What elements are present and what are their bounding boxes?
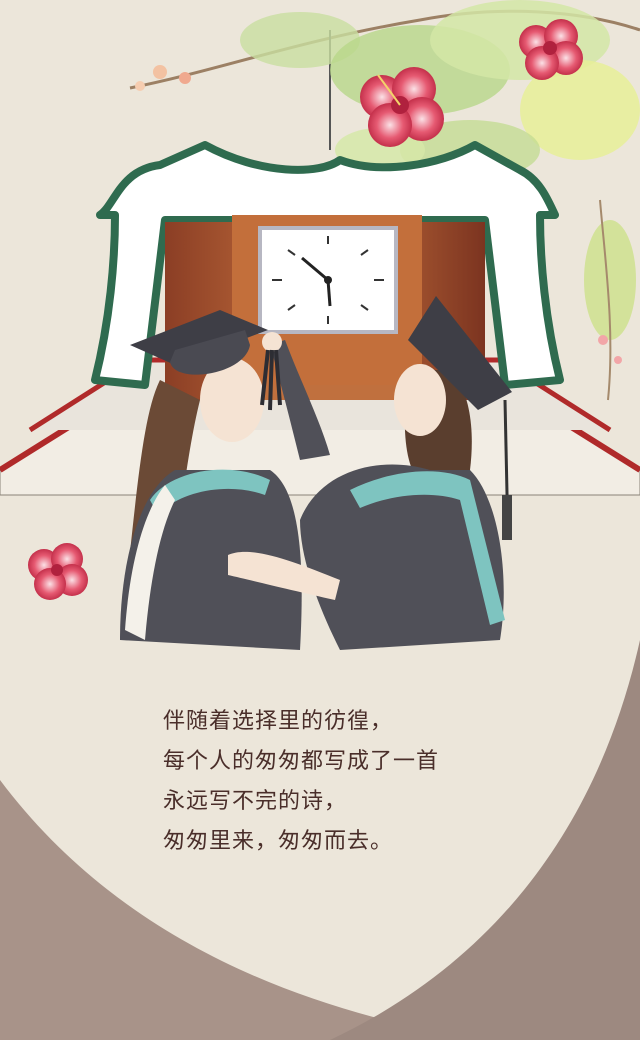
poem-line: 伴随着选择里的彷徨， xyxy=(163,709,394,734)
lower-left-band xyxy=(0,780,480,1040)
hibiscus-flower-icon xyxy=(28,543,88,600)
poem-line: 永远写不完的诗， xyxy=(163,789,348,814)
poem-text: 伴随着选择里的彷徨， 每个人的匆匆都写成了一首 永远写不完的诗， 匆匆里来，匆匆而去。 xyxy=(163,702,439,862)
poem-line: 匆匆里来，匆匆而去。 xyxy=(163,829,394,854)
hibiscus-flower-icon xyxy=(360,67,444,147)
clock-icon xyxy=(258,226,398,334)
right-graduate xyxy=(228,296,512,650)
tassel xyxy=(260,332,282,411)
left-graduate xyxy=(120,310,302,650)
hibiscus-flower-icon xyxy=(519,19,583,80)
lower-right-band xyxy=(330,640,640,1040)
poem-line: 每个人的匆匆都写成了一首 xyxy=(163,749,440,774)
